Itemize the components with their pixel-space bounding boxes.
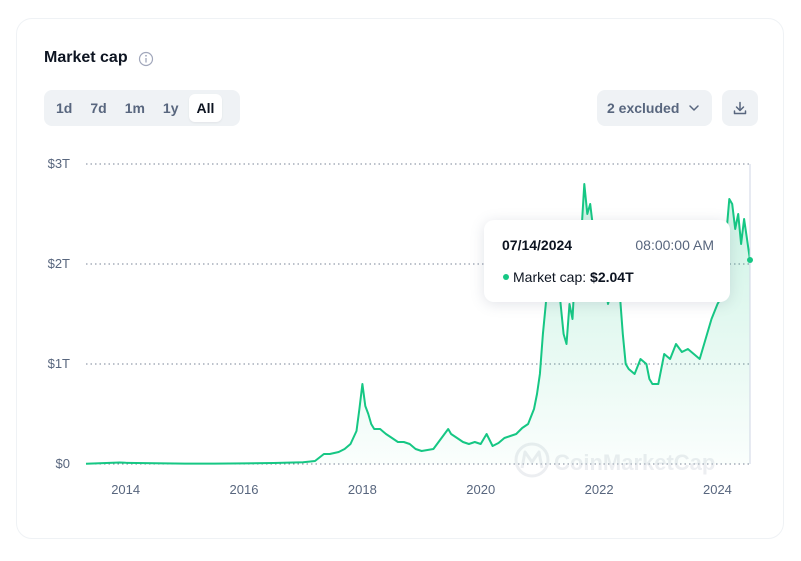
y-axis-ticks: $0 $1T $2T $3T (48, 156, 70, 471)
x-tick-label: 2022 (585, 482, 614, 497)
y-tick-label: $1T (48, 356, 70, 371)
y-tick-label: $2T (48, 256, 70, 271)
chevron-down-icon (689, 105, 699, 111)
tooltip-value: $2.04T (590, 269, 634, 285)
tooltip-time: 08:00:00 AM (635, 237, 714, 253)
time-range-tabs: 1d 7d 1m 1y All (44, 90, 240, 126)
tab-1y[interactable]: 1y (162, 100, 179, 116)
x-axis-ticks: 2014 2016 2018 2020 2022 2024 (111, 482, 732, 497)
y-tick-label: $3T (48, 156, 70, 171)
y-tick-label: $0 (56, 456, 70, 471)
series-dot-icon (503, 274, 509, 280)
x-tick-label: 2016 (230, 482, 259, 497)
download-icon (733, 101, 747, 115)
tooltip-label: Market cap: (513, 269, 591, 285)
tooltip-date: 07/14/2024 (502, 237, 573, 253)
x-tick-label: 2020 (466, 482, 495, 497)
tab-1m[interactable]: 1m (124, 100, 145, 116)
tab-7d[interactable]: 7d (90, 100, 107, 116)
tab-1d[interactable]: 1d (56, 100, 73, 116)
tooltip-market-cap: Market cap: $2.04T (513, 269, 634, 285)
download-button[interactable] (722, 90, 758, 126)
chart-title: Market cap (44, 49, 128, 66)
info-circle-icon[interactable] (138, 51, 154, 67)
chart-tooltip: 07/14/2024 08:00:00 AM Market cap: $2.04… (484, 220, 730, 302)
excluded-label: 2 excluded (607, 100, 680, 116)
excluded-dropdown[interactable]: 2 excluded (597, 90, 712, 126)
hover-point (747, 257, 753, 263)
x-tick-label: 2018 (348, 482, 377, 497)
x-tick-label: 2014 (111, 482, 140, 497)
x-tick-label: 2024 (703, 482, 732, 497)
tab-all[interactable]: All (188, 94, 223, 122)
